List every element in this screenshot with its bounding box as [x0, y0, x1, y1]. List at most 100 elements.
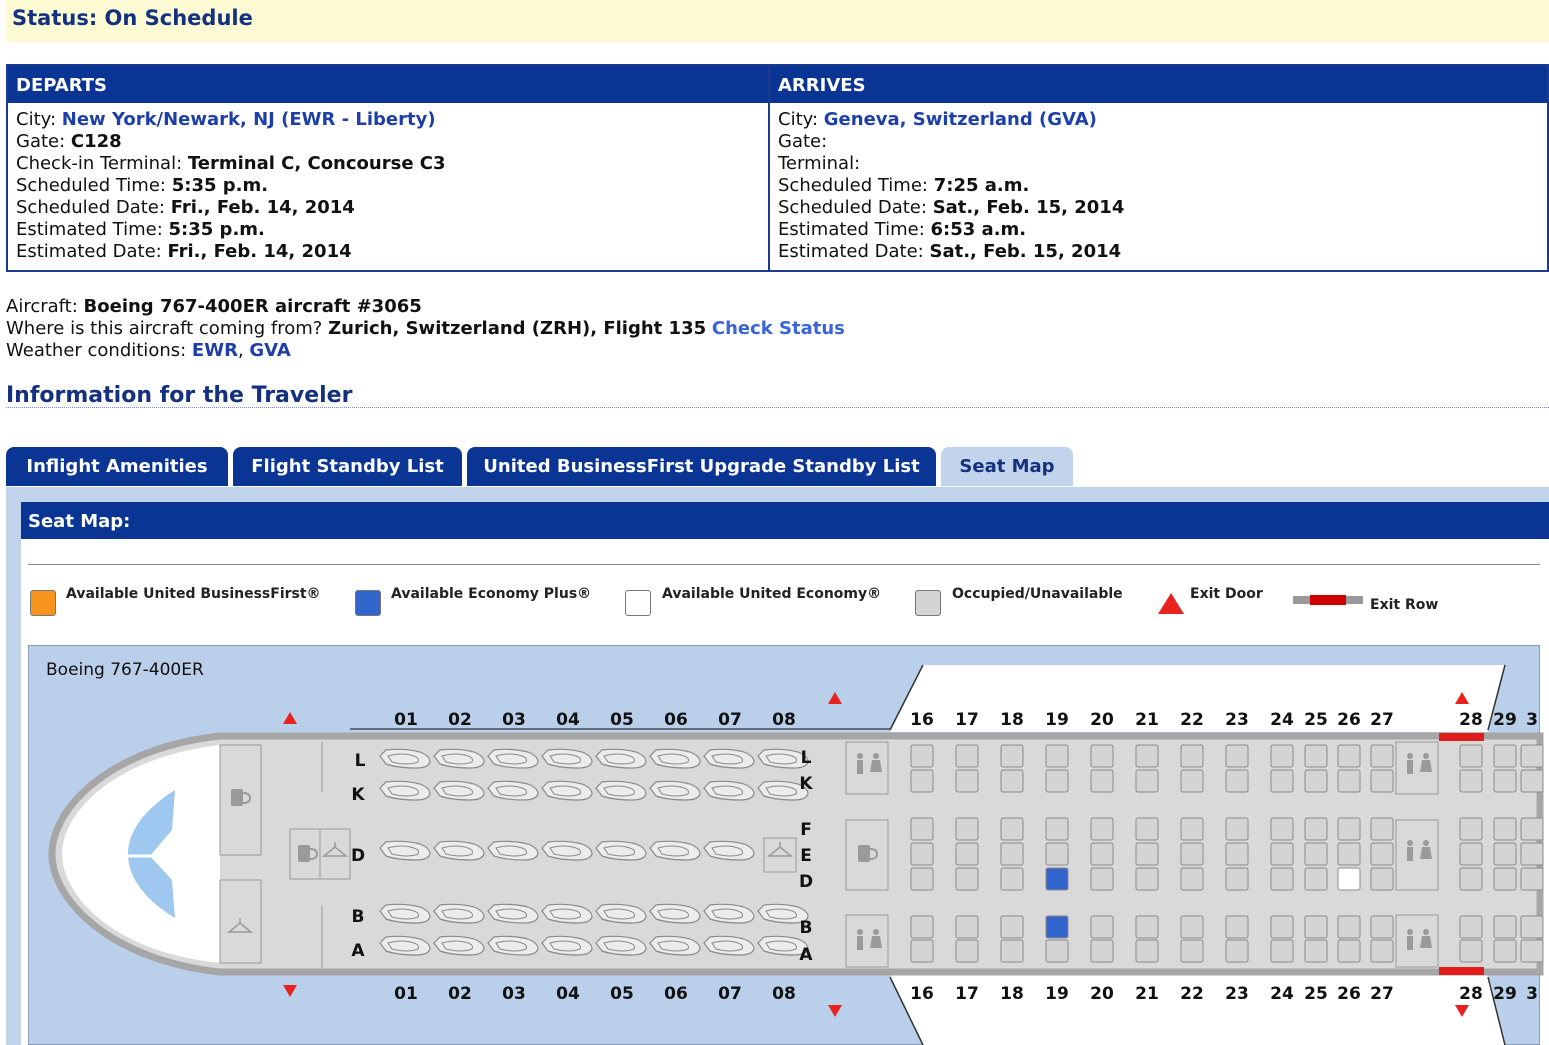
economy-seat[interactable]	[1520, 744, 1544, 768]
business-seat[interactable]	[541, 935, 593, 956]
economy-seat[interactable]	[1180, 939, 1204, 963]
economy-seat[interactable]	[910, 939, 934, 963]
business-seat[interactable]	[595, 903, 647, 924]
economy-seat[interactable]	[955, 817, 979, 841]
business-seat[interactable]	[757, 780, 809, 801]
tab-seat-map[interactable]: Seat Map	[941, 447, 1073, 486]
economy-seat[interactable]	[1225, 769, 1249, 793]
economy-seat[interactable]	[1270, 842, 1294, 866]
economy-seat[interactable]	[1304, 769, 1328, 793]
tab-upgrade-standby-list[interactable]: United BusinessFirst Upgrade Standby Lis…	[467, 447, 936, 486]
economy-seat[interactable]	[1493, 939, 1517, 963]
economy-seat[interactable]	[1135, 769, 1159, 793]
economy-seat[interactable]	[1225, 744, 1249, 768]
economy-seat[interactable]	[910, 769, 934, 793]
business-seat[interactable]	[757, 748, 809, 769]
economy-seat[interactable]	[1270, 817, 1294, 841]
economy-seat[interactable]	[1493, 744, 1517, 768]
weather-gva-link[interactable]: GVA	[249, 340, 291, 361]
economy-seat[interactable]	[910, 744, 934, 768]
tab-inflight-amenities[interactable]: Inflight Amenities	[6, 447, 228, 486]
business-seat[interactable]	[379, 903, 431, 924]
business-seat[interactable]	[649, 840, 701, 861]
economy-seat[interactable]	[1090, 915, 1114, 939]
economy-seat[interactable]	[1493, 769, 1517, 793]
economy-seat[interactable]	[1337, 915, 1361, 939]
economy-seat[interactable]	[1337, 867, 1361, 891]
economy-seat[interactable]	[1090, 744, 1114, 768]
economy-seat[interactable]	[1520, 939, 1544, 963]
economy-seat[interactable]	[1135, 817, 1159, 841]
economy-seat[interactable]	[1045, 842, 1069, 866]
business-seat[interactable]	[433, 903, 485, 924]
business-seat[interactable]	[649, 935, 701, 956]
economy-seat[interactable]	[1270, 915, 1294, 939]
economy-seat[interactable]	[1135, 867, 1159, 891]
business-seat[interactable]	[433, 935, 485, 956]
economy-seat[interactable]	[1090, 842, 1114, 866]
business-seat[interactable]	[487, 780, 539, 801]
business-seat[interactable]	[541, 780, 593, 801]
business-seat[interactable]	[703, 903, 755, 924]
economy-seat[interactable]	[1270, 769, 1294, 793]
business-seat[interactable]	[433, 840, 485, 861]
tab-flight-standby-list[interactable]: Flight Standby List	[233, 447, 462, 486]
economy-seat[interactable]	[1337, 842, 1361, 866]
economy-seat[interactable]	[1135, 939, 1159, 963]
economy-seat[interactable]	[1270, 867, 1294, 891]
economy-seat[interactable]	[1337, 939, 1361, 963]
economy-seat[interactable]	[1370, 867, 1394, 891]
business-seat[interactable]	[595, 840, 647, 861]
economy-seat[interactable]	[955, 842, 979, 866]
economy-seat[interactable]	[1270, 744, 1294, 768]
business-seat[interactable]	[541, 840, 593, 861]
business-seat[interactable]	[541, 903, 593, 924]
economy-seat[interactable]	[1000, 744, 1024, 768]
economy-seat[interactable]	[1459, 867, 1483, 891]
economy-seat[interactable]	[1304, 744, 1328, 768]
economy-seat[interactable]	[1225, 867, 1249, 891]
economy-seat[interactable]	[1370, 744, 1394, 768]
economy-seat[interactable]	[1459, 744, 1483, 768]
check-status-link[interactable]: Check Status	[711, 318, 845, 339]
economy-seat[interactable]	[1493, 867, 1517, 891]
departs-city-link[interactable]: New York/Newark, NJ (EWR - Liberty)	[61, 109, 436, 130]
business-seat[interactable]	[487, 935, 539, 956]
economy-seat[interactable]	[1304, 842, 1328, 866]
economy-seat[interactable]	[955, 915, 979, 939]
economy-seat[interactable]	[1459, 769, 1483, 793]
economy-seat[interactable]	[1000, 817, 1024, 841]
weather-ewr-link[interactable]: EWR	[191, 340, 238, 361]
economy-seat[interactable]	[1270, 939, 1294, 963]
economy-seat[interactable]	[1520, 867, 1544, 891]
economy-seat[interactable]	[1135, 744, 1159, 768]
business-seat[interactable]	[433, 748, 485, 769]
economy-seat[interactable]	[910, 817, 934, 841]
economy-seat[interactable]	[1304, 867, 1328, 891]
business-seat[interactable]	[379, 840, 431, 861]
economy-seat[interactable]	[1180, 842, 1204, 866]
economy-seat[interactable]	[955, 769, 979, 793]
business-seat[interactable]	[487, 840, 539, 861]
economy-seat[interactable]	[1304, 817, 1328, 841]
economy-seat[interactable]	[1337, 769, 1361, 793]
economy-seat[interactable]	[1045, 769, 1069, 793]
economy-seat[interactable]	[910, 915, 934, 939]
economy-seat[interactable]	[1045, 867, 1069, 891]
economy-seat[interactable]	[1000, 915, 1024, 939]
business-seat[interactable]	[379, 780, 431, 801]
business-seat[interactable]	[757, 935, 809, 956]
economy-seat[interactable]	[1459, 817, 1483, 841]
economy-seat[interactable]	[1135, 915, 1159, 939]
economy-seat[interactable]	[1090, 817, 1114, 841]
economy-seat[interactable]	[1090, 867, 1114, 891]
economy-seat[interactable]	[1370, 915, 1394, 939]
economy-seat[interactable]	[1000, 867, 1024, 891]
economy-seat[interactable]	[1370, 817, 1394, 841]
economy-seat[interactable]	[1045, 744, 1069, 768]
business-seat[interactable]	[703, 780, 755, 801]
business-seat[interactable]	[433, 780, 485, 801]
economy-seat[interactable]	[1370, 769, 1394, 793]
business-seat[interactable]	[595, 935, 647, 956]
economy-seat[interactable]	[1370, 939, 1394, 963]
